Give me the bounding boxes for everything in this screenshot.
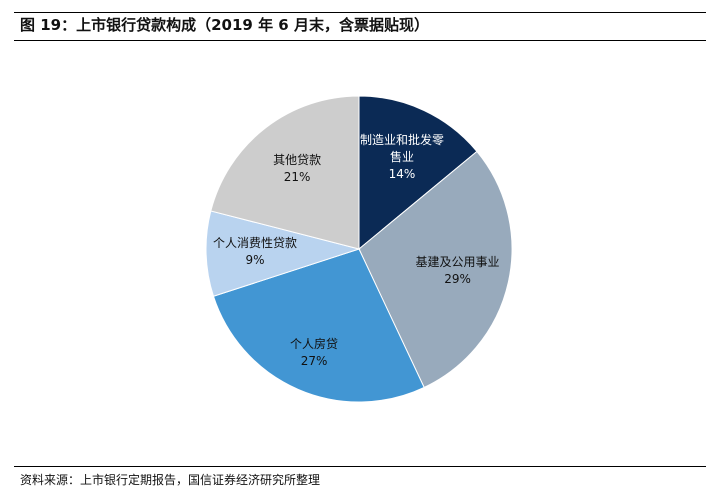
slice-category: 制造业和批发零售业 (359, 133, 444, 165)
pie-slice (205, 210, 361, 297)
slice-category: 个人房贷 (290, 336, 339, 351)
slice-value: 14% (388, 167, 416, 182)
slice-value: 9% (245, 253, 265, 268)
slice-label: 制造业和批发零售业 14% (356, 132, 448, 183)
figure-title: 图 19：上市银行贷款构成（2019 年 6 月末，含票据贴现） (20, 16, 429, 34)
slice-label: 基建及公用事业 29% (412, 254, 504, 288)
pie-slice (212, 248, 425, 403)
slice-value: 27% (300, 353, 328, 368)
slice-category: 其他贷款 (273, 153, 322, 168)
pie-slice (358, 95, 478, 251)
slice-category: 基建及公用事业 (415, 255, 500, 270)
title-rule (14, 40, 706, 41)
top-rule (14, 12, 706, 13)
pie-slice (358, 150, 513, 389)
slice-value: 29% (444, 272, 471, 287)
slice-value: 21% (283, 170, 311, 185)
slice-label: 其他贷款 21% (251, 152, 343, 186)
slice-label: 个人消费性贷款 9% (209, 235, 301, 269)
pie-slice (210, 95, 360, 250)
source-note: 资料来源：上市银行定期报告，国信证券经济研究所整理 (20, 473, 321, 487)
bottom-rule (14, 466, 706, 467)
slice-category: 个人消费性贷款 (212, 236, 297, 251)
slice-label: 个人房贷 27% (268, 336, 360, 370)
